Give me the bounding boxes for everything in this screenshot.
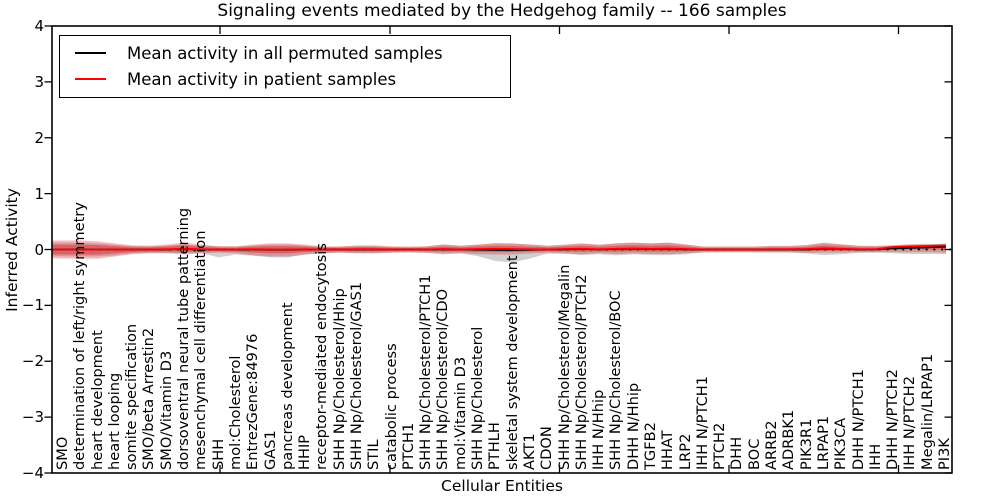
y-tick-label: −3 [21, 408, 44, 427]
x-tick-label: HHIP [296, 434, 314, 470]
x-axis-label: Cellular Entities [441, 477, 563, 495]
x-tick-label: LRPAP1 [814, 415, 832, 470]
x-tick-label: skeletal system development [503, 255, 521, 470]
permuted-range-band [52, 242, 946, 263]
patient-mean-line [52, 244, 946, 251]
x-tick-label: DHH [728, 436, 746, 470]
y-tick-label: 2 [34, 128, 44, 147]
legend-row: Mean activity in all permuted samples [60, 40, 510, 66]
x-tick-label: DHH N/Hhip [624, 382, 642, 470]
y-tick-label: 4 [34, 17, 44, 35]
y-tick-label: −2 [21, 352, 44, 371]
x-tick-label: GAS1 [261, 430, 279, 470]
y-tick-label: 3 [34, 72, 44, 91]
x-tick-label: SMO/Vitamin D3 [157, 350, 175, 470]
y-tick-label: 1 [34, 184, 44, 203]
x-tick-label: BOC [745, 438, 763, 470]
x-tick-label: SHH Np/Cholesterol/GAS1 [347, 281, 365, 470]
x-tick-label: SMO/beta Arrestin2 [140, 327, 158, 470]
x-tick-label: SHH Np/Cholesterol/BOC [607, 290, 625, 470]
x-tick-label: SHH [209, 438, 227, 470]
x-tick-label: AKT1 [520, 433, 538, 470]
x-tick-label: SMO [54, 436, 71, 470]
x-tick-label: heart development [88, 330, 106, 470]
chart-title: Signaling events mediated by the Hedgeho… [217, 1, 787, 21]
x-tick-label: SHH Np/Cholesterol/CDO [434, 288, 452, 470]
x-tick-label: PI3K [935, 438, 953, 470]
x-tick-label: LRP2 [676, 433, 694, 470]
y-tick-label: −4 [21, 464, 44, 482]
x-tick-label: pancreas development [278, 302, 296, 470]
x-tick-label: SHH Np/Cholesterol/Hhip [330, 288, 348, 470]
y-tick-label: −1 [21, 296, 44, 315]
x-tick-label: SHH Np/Cholesterol [469, 326, 487, 470]
x-tick-label: receptor-mediated endocytosis [313, 243, 331, 470]
x-tick-label: CDON [538, 426, 556, 470]
x-tick-label: ADRBK1 [780, 409, 798, 470]
x-tick-label: somite specification [123, 323, 141, 470]
x-tick-label: PTCH1 [399, 422, 417, 470]
x-tick-label: ARRB2 [763, 420, 781, 470]
x-tick-label: Megalin/LRPAP1 [918, 353, 936, 470]
x-tick-label: PIK3R1 [797, 418, 815, 470]
legend: Mean activity in all permuted samples Me… [59, 35, 511, 98]
x-tick-label: EntrezGene:84976 [244, 333, 262, 470]
x-tick-label: STIL [365, 439, 383, 470]
x-tick-label: SHH Np/Cholesterol/PTCH2 [572, 274, 590, 470]
x-tick-label: determination of left/right symmetry [71, 202, 89, 470]
x-tick-label: catabolic process [382, 343, 400, 470]
x-tick-label: IHH N/PTCH1 [693, 375, 711, 470]
legend-label-patient: Mean activity in patient samples [127, 69, 397, 89]
legend-row: Mean activity in patient samples [60, 66, 510, 92]
patient-line-sample-icon [75, 78, 106, 80]
x-tick-label: PIK3CA [832, 417, 850, 470]
x-tick-label: mol:Vitamin D3 [451, 356, 469, 470]
x-tick-label: mesenchymal cell differentiation [192, 230, 210, 470]
x-tick-label: heart looping [105, 372, 123, 470]
x-tick-label: PTCH2 [711, 422, 729, 470]
x-tick-label: DHH N/PTCH2 [884, 369, 902, 470]
x-tick-label: SHH Np/Cholesterol/Megalin [555, 264, 573, 470]
x-tick-label: IHH [866, 443, 884, 470]
x-tick-label: dorsoventral neural tube patterning [175, 207, 193, 470]
x-tick-label: TGFB2 [641, 422, 659, 470]
x-tick-label: HHAT [659, 430, 677, 470]
legend-label-permuted: Mean activity in all permuted samples [127, 43, 443, 63]
x-tick-label: IHH N/PTCH2 [901, 375, 919, 470]
y-tick-label: 0 [34, 240, 44, 259]
x-tick-label: SHH Np/Cholesterol/PTCH1 [417, 274, 435, 470]
x-tick-label: DHH N/PTCH1 [849, 369, 867, 470]
x-tick-label: IHH N/Hhip [590, 389, 608, 470]
permuted-line-sample-icon [75, 52, 106, 54]
x-tick-label: mol:Cholesterol [226, 355, 244, 470]
x-tick-label: PTHLH [486, 422, 504, 470]
